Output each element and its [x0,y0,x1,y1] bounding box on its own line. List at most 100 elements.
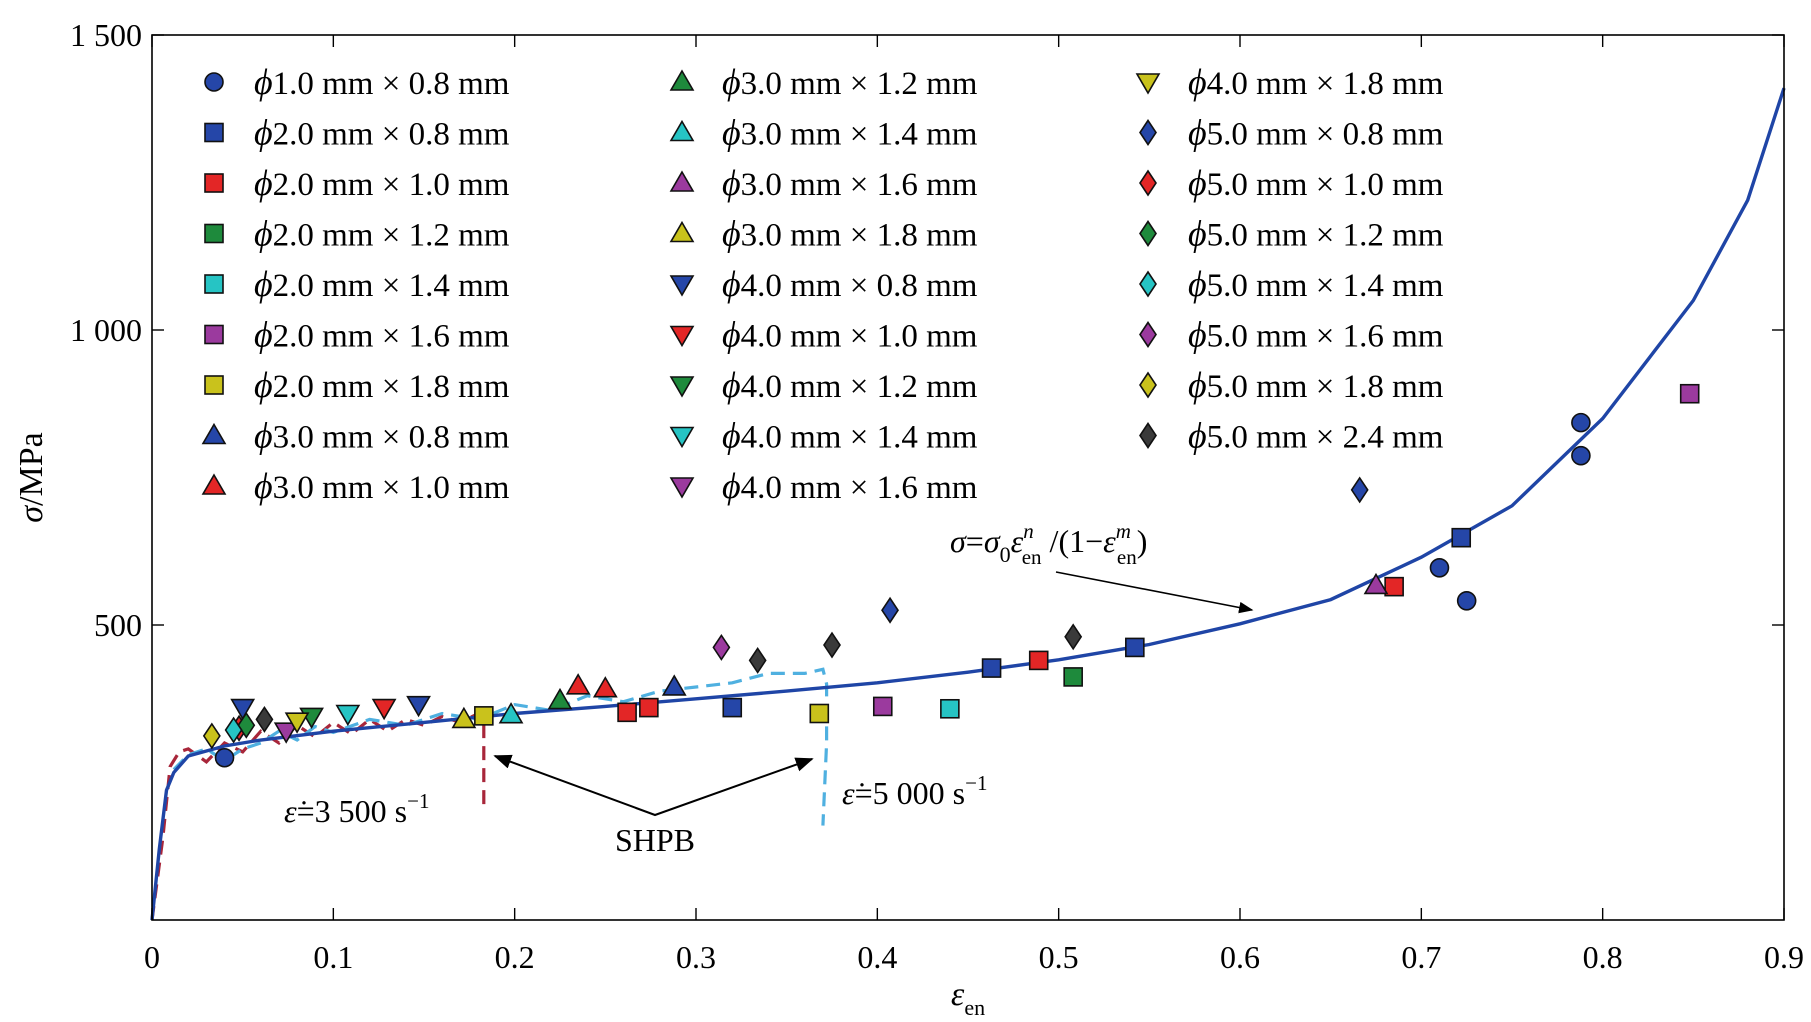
legend-marker [669,376,695,398]
rate-label-5000: ε̇=5 000 s−1 [842,771,987,811]
data-point [335,704,361,727]
legend-marker [204,223,224,244]
data-point [547,687,573,710]
data-point [981,658,1002,678]
y-tick-label: 1 000 [70,312,142,348]
shpb-curve-5000 [172,667,829,826]
legend-marker [1139,220,1157,247]
x-tick-label: 0.8 [1583,939,1623,975]
x-tick-label: 0 [144,939,160,975]
x-tick-label: 0.4 [857,939,897,975]
legend-label: ϕ4.0 mm × 1.6 mm [722,466,978,506]
data-point [872,696,893,717]
fit-curve [150,87,1786,921]
plot-frame [151,34,1785,921]
legend-label: ϕ4.0 mm × 1.0 mm [722,315,978,355]
data-point [722,697,743,718]
x-axis-title: εen [951,976,985,1020]
legend-marker [201,473,227,495]
legend-label: ϕ4.0 mm × 1.4 mm [722,416,978,456]
legend-label: ϕ5.0 mm × 1.0 mm [1188,163,1444,203]
data-point [498,702,524,724]
x-tick-label: 0.7 [1401,939,1441,975]
data-point [224,716,243,744]
data-point [639,697,659,718]
data-point [592,676,618,698]
data-point [1679,383,1700,404]
x-tick-label: 0.3 [676,939,716,975]
legend-marker [204,173,224,193]
data-point [881,596,899,624]
y-tick-label: 500 [94,607,142,643]
data-point [474,706,494,726]
data-point [1363,572,1389,595]
legend-marker [204,122,224,143]
legend-marker [1139,270,1157,298]
annotations: ε̇=3 500 s−1 ε̇=5 000 s−1 SHPB σ=σ0εn en /(1… [284,519,1254,858]
legend-label: ϕ3.0 mm × 1.6 mm [722,163,978,203]
data-point [255,705,274,733]
data-markers [202,383,1700,768]
data-point [230,698,256,721]
legend-marker [204,324,224,345]
legend-marker [669,119,695,142]
fit-equation: σ=σ0εn en /(1−εm en) [950,519,1147,569]
legend-label: ϕ1.0 mm × 0.8 mm [254,62,510,102]
legend-label: ϕ3.0 mm × 1.2 mm [722,62,978,102]
legend-label: ϕ5.0 mm × 1.2 mm [1188,214,1444,254]
legend-label: ϕ2.0 mm × 1.8 mm [254,365,510,405]
legend-label: ϕ3.0 mm × 1.4 mm [722,113,978,153]
legend-marker [1139,169,1157,197]
legend-marker [669,220,695,243]
legend-marker [1139,422,1157,449]
data-point [1384,576,1404,597]
legend-label: ϕ2.0 mm × 1.0 mm [254,163,510,203]
legend-label: ϕ2.0 mm × 1.4 mm [254,264,510,304]
legend-label: ϕ5.0 mm × 1.4 mm [1188,264,1444,304]
legend-marker [1139,371,1157,399]
legend-label: ϕ5.0 mm × 1.8 mm [1188,365,1444,405]
legend-marker [669,477,695,499]
legend-label: ϕ2.0 mm × 0.8 mm [254,113,510,153]
legend-marker [1139,119,1157,146]
data-point [748,646,767,674]
equation-arrow [1055,571,1254,614]
y-tick-label: 1 500 [70,17,142,53]
legend-marker [669,275,695,297]
legend-marker [204,375,224,395]
legend-marker [669,69,695,91]
legend-label: ϕ3.0 mm × 0.8 mm [254,416,510,456]
x-tick-label: 0.1 [313,939,353,975]
data-point [1456,591,1477,611]
legend-marker [669,426,695,449]
data-point [823,631,841,659]
x-tick-label: 0.5 [1039,939,1079,975]
legend-label: ϕ5.0 mm × 2.4 mm [1188,416,1444,456]
legend-label: ϕ4.0 mm × 1.2 mm [722,365,978,405]
legend-label: ϕ5.0 mm × 1.6 mm [1188,315,1444,355]
data-point [273,722,299,744]
legend-marker [1139,321,1157,348]
data-point [1429,557,1450,578]
legend-marker [204,274,224,294]
data-point [940,698,960,719]
rate-label-3500: ε̇=3 500 s−1 [284,789,429,829]
legend-label: ϕ4.0 mm × 0.8 mm [722,264,978,304]
x-tick-label: 0.6 [1220,939,1260,975]
data-point [1451,527,1472,548]
x-tick-label: 0.2 [495,939,535,975]
data-point [1028,650,1049,671]
data-point [406,695,431,718]
legend-label: ϕ4.0 mm × 1.8 mm [1188,62,1444,102]
data-point [1125,637,1145,658]
legend-marker [669,325,695,348]
data-point [451,706,477,729]
legend-marker [201,422,227,445]
y-axis-title: σ/MPa [13,432,50,522]
data-point [202,722,221,750]
data-point [617,702,637,723]
legend-label: ϕ3.0 mm × 1.8 mm [722,214,978,254]
data-point [565,673,591,695]
legend-label: ϕ2.0 mm × 1.2 mm [254,214,510,254]
